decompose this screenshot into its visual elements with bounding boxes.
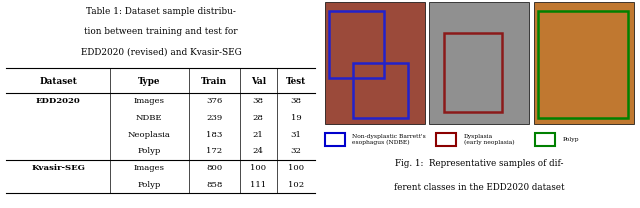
Text: Val: Val	[251, 77, 266, 85]
Text: Train: Train	[201, 77, 227, 85]
Text: 28: 28	[253, 114, 264, 122]
Bar	[538, 11, 628, 118]
Text: Dataset: Dataset	[39, 77, 77, 85]
Text: 800: 800	[206, 164, 222, 172]
Text: Neoplasia: Neoplasia	[128, 131, 171, 139]
Text: 32: 32	[291, 147, 301, 155]
Text: 102: 102	[288, 181, 304, 189]
Text: 38: 38	[253, 97, 264, 105]
Text: Polyp: Polyp	[563, 137, 579, 142]
Text: 239: 239	[206, 114, 222, 122]
Text: Non-dysplastic Barrett's
esophagus (NDBE): Non-dysplastic Barrett's esophagus (NDBE…	[353, 134, 426, 145]
Text: 21: 21	[253, 131, 264, 139]
Text: Fig. 1:  Representative samples of dif-: Fig. 1: Representative samples of dif-	[395, 159, 563, 168]
Text: NDBE: NDBE	[136, 114, 163, 122]
Text: EDD2020 (revised) and Kvasir-SEG: EDD2020 (revised) and Kvasir-SEG	[81, 47, 241, 56]
Text: 111: 111	[250, 181, 266, 189]
Text: 38: 38	[291, 97, 301, 105]
Bar	[535, 133, 555, 146]
Text: 24: 24	[253, 147, 264, 155]
Text: 100: 100	[250, 164, 266, 172]
Bar	[324, 133, 345, 146]
Text: 19: 19	[291, 114, 301, 122]
Text: Table 1: Dataset sample distribu-: Table 1: Dataset sample distribu-	[86, 7, 236, 16]
Text: 31: 31	[291, 131, 301, 139]
Bar	[324, 2, 424, 124]
Text: ferent classes in the EDD2020 dataset: ferent classes in the EDD2020 dataset	[394, 183, 564, 192]
Text: 183: 183	[206, 131, 222, 139]
Bar	[353, 63, 408, 118]
Text: tion between training and test for: tion between training and test for	[84, 27, 237, 36]
Bar	[429, 2, 529, 124]
Text: 376: 376	[206, 97, 222, 105]
Text: Dysplasia
(early neoplasia): Dysplasia (early neoplasia)	[463, 134, 515, 145]
Text: 100: 100	[288, 164, 304, 172]
Bar	[436, 133, 456, 146]
Text: Test: Test	[286, 77, 306, 85]
Text: Polyp: Polyp	[138, 181, 161, 189]
Bar	[328, 11, 383, 78]
Text: 858: 858	[206, 181, 222, 189]
Text: Images: Images	[134, 164, 164, 172]
Text: Polyp: Polyp	[138, 147, 161, 155]
Text: EDD2020: EDD2020	[36, 97, 81, 105]
Text: 172: 172	[206, 147, 222, 155]
Text: Type: Type	[138, 77, 161, 85]
Text: Kvasir-SEG: Kvasir-SEG	[31, 164, 85, 172]
Text: Images: Images	[134, 97, 164, 105]
Bar	[444, 33, 502, 112]
Bar	[534, 2, 634, 124]
